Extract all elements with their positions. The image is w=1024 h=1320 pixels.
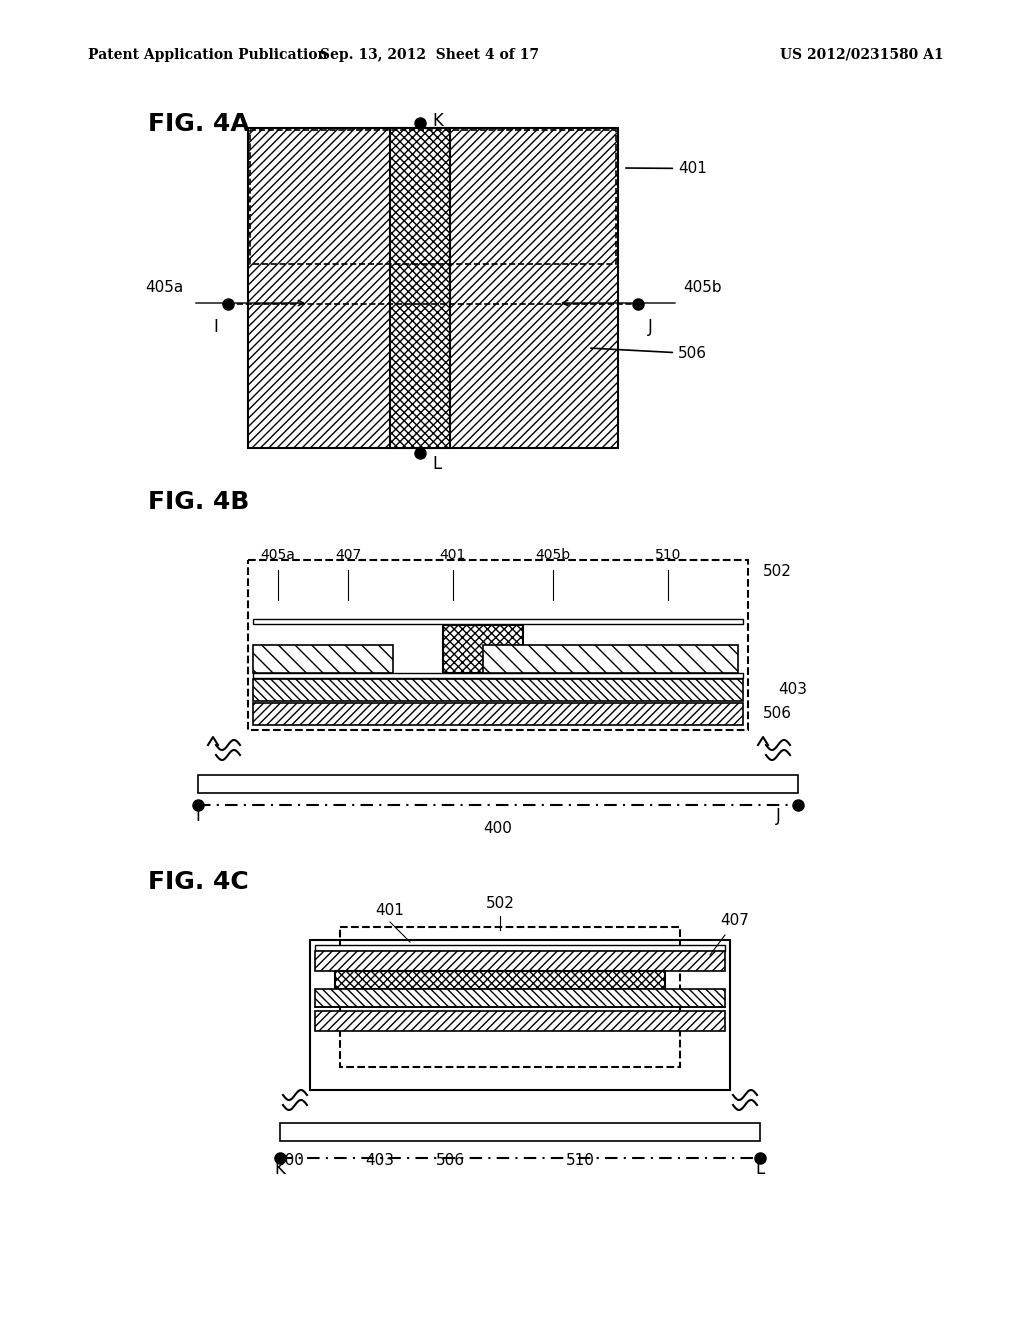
Text: 405a: 405a	[144, 281, 183, 296]
Text: 502: 502	[763, 565, 792, 579]
Bar	[483, 645, 738, 673]
Text: 506: 506	[435, 1152, 465, 1168]
Text: FIG. 4B: FIG. 4B	[148, 490, 250, 513]
Bar	[340, 927, 680, 1067]
Text: 401: 401	[440, 548, 466, 562]
Text: 403: 403	[778, 682, 807, 697]
Text: L: L	[756, 1160, 765, 1177]
Text: 405b: 405b	[683, 281, 722, 296]
Bar	[315, 950, 725, 972]
Text: 506: 506	[763, 706, 792, 722]
Text: 502: 502	[485, 896, 514, 911]
Text: 407: 407	[720, 913, 749, 928]
Bar	[335, 972, 665, 989]
Text: I: I	[196, 807, 201, 825]
Bar	[248, 128, 618, 447]
Text: 506: 506	[591, 346, 707, 360]
Text: K: K	[432, 112, 442, 129]
Text: 400: 400	[275, 1152, 304, 1168]
Bar	[253, 704, 743, 725]
Bar	[253, 645, 393, 673]
Bar	[315, 989, 725, 1007]
Bar	[315, 945, 725, 950]
Text: FIG. 4C: FIG. 4C	[148, 870, 249, 894]
Text: FIG. 4A: FIG. 4A	[148, 112, 250, 136]
Text: J: J	[647, 318, 652, 337]
Bar	[198, 775, 798, 793]
Text: Patent Application Publication: Patent Application Publication	[88, 48, 328, 62]
Text: 401: 401	[376, 903, 404, 917]
Bar	[253, 678, 743, 701]
Text: 400: 400	[483, 821, 512, 836]
Text: 405a: 405a	[260, 548, 296, 562]
Text: 405b: 405b	[536, 548, 570, 562]
Text: 401: 401	[626, 161, 707, 176]
Bar	[253, 619, 743, 624]
Text: Sep. 13, 2012  Sheet 4 of 17: Sep. 13, 2012 Sheet 4 of 17	[321, 48, 540, 62]
Bar	[250, 129, 616, 264]
Text: 510: 510	[654, 548, 681, 562]
Text: 510: 510	[565, 1152, 595, 1168]
Text: L: L	[432, 455, 441, 473]
Bar	[390, 128, 450, 447]
Bar	[248, 560, 748, 730]
Bar	[253, 673, 743, 678]
Bar	[315, 1011, 725, 1031]
Text: I: I	[214, 318, 218, 337]
Bar	[280, 1123, 760, 1140]
Text: US 2012/0231580 A1: US 2012/0231580 A1	[780, 48, 944, 62]
Text: K: K	[274, 1160, 286, 1177]
Bar	[443, 624, 523, 673]
Text: 407: 407	[335, 548, 361, 562]
Text: 403: 403	[366, 1152, 394, 1168]
Bar	[310, 940, 730, 1090]
Text: J: J	[775, 807, 780, 825]
